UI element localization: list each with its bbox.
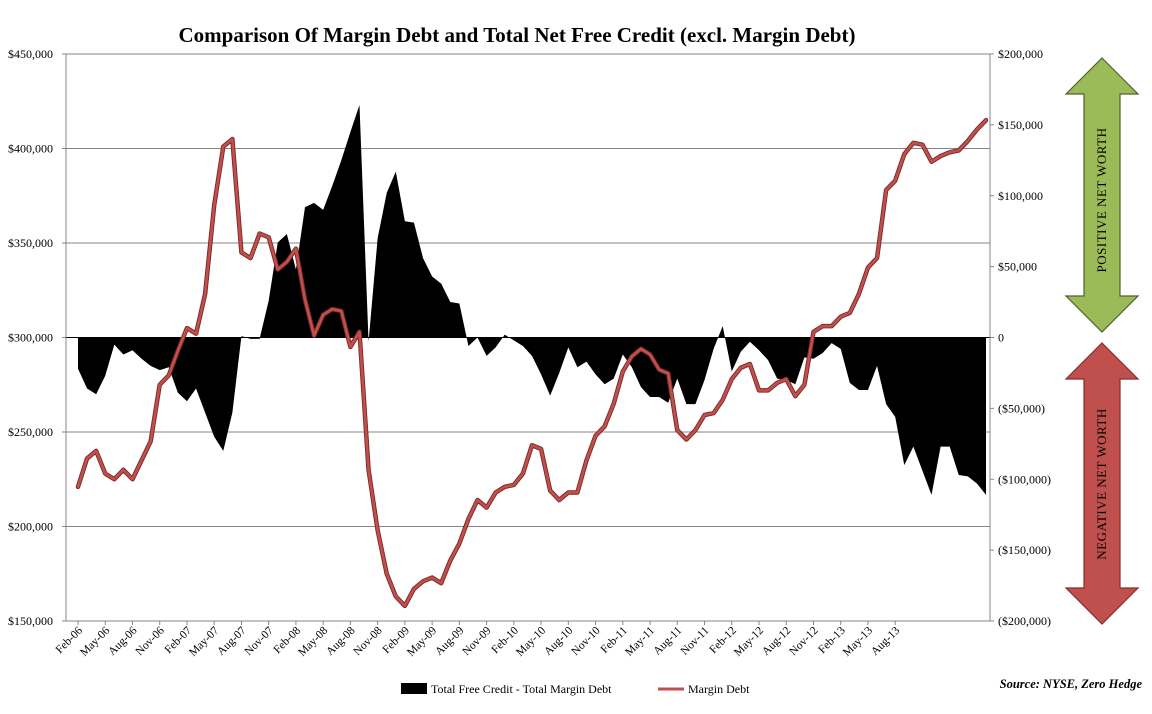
left-tick-label: $150,000 [8,614,53,628]
left-tick-label: $450,000 [8,47,53,61]
left-tick-label: $250,000 [8,425,53,439]
x-tick-label: Aug-11 [651,624,684,657]
left-tick-label: $350,000 [8,236,53,250]
x-tick-label: Aug-08 [324,624,358,658]
positive-arrow-label: POSITIVE NET WORTH [1094,128,1109,273]
chart-title: Comparison Of Margin Debt and Total Net … [179,23,856,47]
source-note: Source: NYSE, Zero Hedge [1000,677,1143,691]
right-tick-label: $200,000 [998,47,1043,61]
positive-net-worth-arrow: POSITIVE NET WORTH [1066,58,1138,332]
x-tick-label: Aug-09 [433,624,467,658]
right-tick-label: ($200,000) [998,614,1051,628]
right-axis-ticks: $200,000 $150,000 $100,000 $50,000 0 ($50,000… [990,47,1051,628]
x-tick-label: Nov-07 [242,624,276,658]
right-tick-label: ($100,000) [998,472,1051,486]
x-tick-label: Nov-09 [460,624,494,658]
x-axis-ticks: Feb-06May-06Aug-06Nov-06Feb-07May-07Aug-… [54,621,903,659]
x-tick-label: Aug-10 [542,624,576,658]
left-tick-label: $300,000 [8,331,53,345]
negative-net-worth-arrow: NEGATIVE NET WORTH [1066,343,1138,624]
right-tick-label: $150,000 [998,118,1043,132]
x-tick-label: Nov-11 [679,624,712,657]
x-tick-label: May-08 [296,624,330,658]
x-tick-label: May-10 [514,624,548,658]
x-tick-label: Nov-12 [787,624,821,658]
right-tick-label: ($50,000) [998,401,1045,415]
legend-swatch-area [401,683,427,694]
right-tick-label: 0 [998,331,1004,345]
x-tick-label: Aug-13 [869,624,903,658]
left-axis-ticks: $450,000 $400,000 $350,000 $300,000 $250,000… [8,47,66,628]
x-tick-label: May-09 [405,624,439,658]
legend: Total Free Credit - Total Margin Debt Ma… [401,682,750,696]
x-tick-label: Aug-06 [106,624,140,658]
x-tick-label: Nov-08 [351,624,385,658]
right-tick-label: ($150,000) [998,543,1051,557]
x-tick-label: Aug-07 [215,624,249,658]
left-tick-label: $200,000 [8,520,53,534]
x-tick-label: May-13 [841,624,875,658]
x-tick-label: Aug-12 [760,624,794,658]
left-tick-label: $400,000 [8,142,53,156]
x-tick-label: May-07 [187,624,221,658]
right-tick-label: $100,000 [998,189,1043,203]
right-tick-label: $50,000 [998,260,1037,274]
x-tick-label: May-12 [732,624,766,658]
x-tick-label: May-11 [623,624,657,658]
x-tick-label: Nov-10 [569,624,603,658]
legend-label-area: Total Free Credit - Total Margin Debt [431,682,612,696]
area-series-total-free-credit [78,105,986,495]
x-tick-label: May-06 [78,624,112,658]
legend-label-line: Margin Debt [688,682,750,696]
x-tick-label: Nov-06 [133,624,167,658]
negative-arrow-label: NEGATIVE NET WORTH [1094,408,1109,559]
